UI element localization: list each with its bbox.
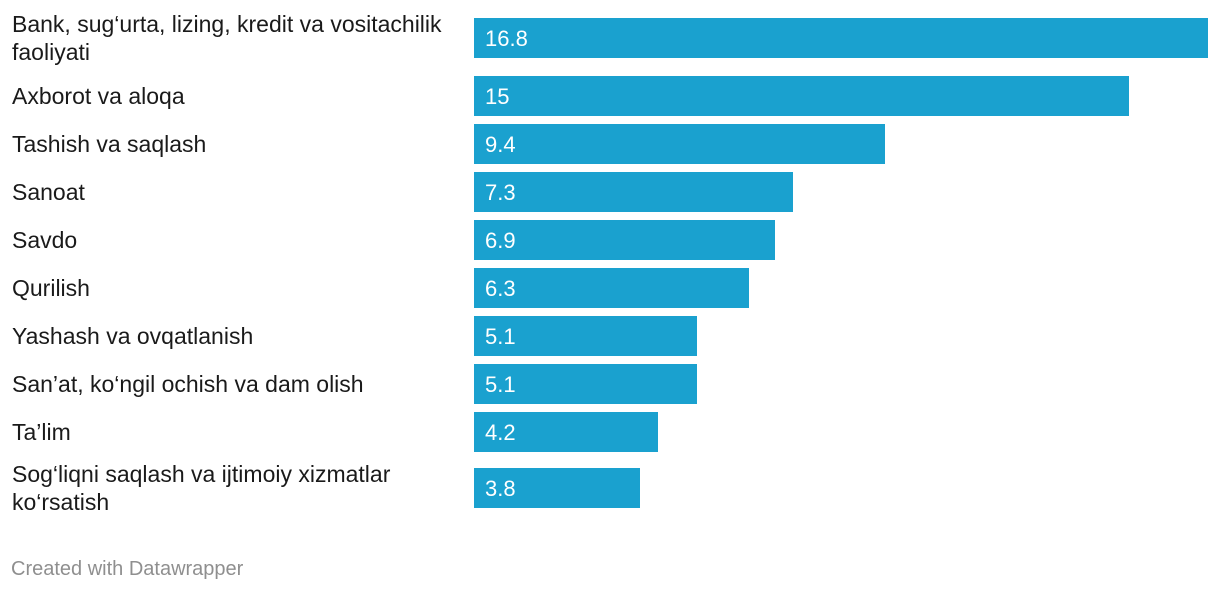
bar-value-label: 15 [485,84,509,109]
bar-10 [474,468,640,508]
bar-8 [474,364,697,404]
bar-value-label: 16.8 [485,26,528,51]
category-label: Savdo [12,227,77,253]
bar-value-label: 6.3 [485,276,516,301]
category-label: Tashish va saqlash [12,131,206,157]
category-label: Ta’lim [12,419,71,445]
bar-value-label: 3.8 [485,476,516,501]
bar-9 [474,412,658,452]
bar-5 [474,220,775,260]
bar-1 [474,18,1208,58]
bar-value-label: 5.1 [485,324,516,349]
category-label: Yashash va ovqatlanish [12,323,253,349]
bar-6 [474,268,749,308]
category-label: Bank, sug‘urta, lizing, kredit va vosita… [12,11,442,65]
bar-3 [474,124,885,164]
bar-value-label: 4.2 [485,420,516,445]
bar-value-label: 6.9 [485,228,516,253]
bar-value-label: 9.4 [485,132,516,157]
bar-value-label: 5.1 [485,372,516,397]
category-label: Sog‘liqni saqlash va ijtimoiy xizmatlar k… [12,461,391,515]
bar-7 [474,316,697,356]
bar-chart: 16.8 Bank, sug‘urta, lizing, kredit va vo… [12,11,1208,515]
bar-2 [474,76,1129,116]
bar-4 [474,172,793,212]
category-label: Axborot va aloqa [12,83,185,109]
bar-value-label: 7.3 [485,180,516,205]
category-label: Sanoat [12,179,86,205]
category-label: Qurilish [12,275,90,301]
category-label: San’at, ko‘ngil ochish va dam olish [12,371,364,397]
credit-text: Created with Datawrapper [11,558,244,580]
